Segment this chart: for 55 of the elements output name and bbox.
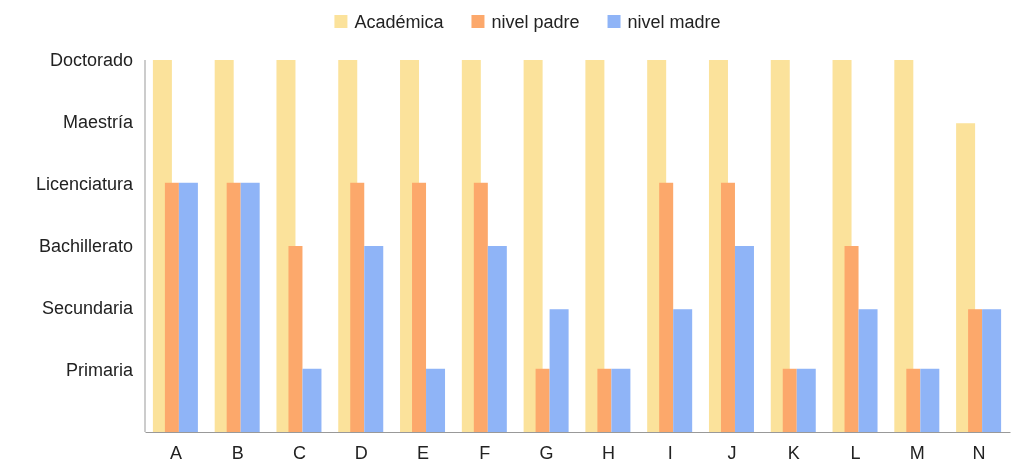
- text: Secundaria: [41, 298, 134, 319]
- bar: [906, 368, 921, 432]
- text: Doctorado: [49, 50, 133, 71]
- legend-label: nivel padre: [491, 12, 580, 33]
- bar: [412, 182, 427, 432]
- bar: [611, 368, 631, 432]
- x-tick-label: K: [787, 442, 800, 463]
- text: Bachillerato: [38, 236, 133, 257]
- bar: [673, 309, 693, 432]
- bar: [894, 60, 914, 432]
- bar: [523, 60, 543, 432]
- bar: [844, 246, 859, 432]
- bar: [350, 182, 365, 432]
- bar: [535, 368, 550, 432]
- bar: [968, 309, 983, 432]
- x-tick-label: L: [850, 442, 861, 463]
- x-tick-label: J: [727, 442, 737, 463]
- x-tick-label: M: [909, 442, 925, 463]
- bar: [164, 182, 179, 432]
- x-tick-label: B: [231, 442, 244, 463]
- legend-label: Académica: [354, 12, 445, 33]
- x-tick-label: F: [479, 442, 491, 463]
- bar: [659, 182, 674, 432]
- x-tick-label: D: [354, 442, 368, 463]
- bar: [734, 246, 754, 432]
- x-tick-label: G: [539, 442, 554, 463]
- bar: [597, 368, 612, 432]
- bar: [364, 246, 384, 432]
- bar: [720, 182, 735, 432]
- x-tick-label: I: [667, 442, 673, 463]
- bar: [920, 368, 940, 432]
- x-tick-label: A: [169, 442, 182, 463]
- bar: [549, 309, 569, 432]
- legend-label: nivel madre: [627, 12, 721, 33]
- x-tick-label: H: [601, 442, 615, 463]
- bar: [178, 182, 198, 432]
- x-tick-label: N: [972, 442, 986, 463]
- text: Maestría: [62, 112, 134, 133]
- bar: [782, 368, 797, 432]
- bar: [473, 182, 488, 432]
- bar: [426, 368, 446, 432]
- bar: [288, 246, 303, 432]
- bar: [982, 309, 1002, 432]
- bar: [796, 368, 816, 432]
- x-tick-label: C: [292, 442, 306, 463]
- text: Primaria: [65, 360, 134, 381]
- bar: [858, 309, 878, 432]
- x-tick-label: E: [417, 442, 430, 463]
- bar: [770, 60, 790, 432]
- bar: [302, 368, 322, 432]
- text: Licenciatura: [35, 174, 134, 195]
- bar: [226, 182, 241, 432]
- bar: [487, 246, 507, 432]
- bar: [240, 182, 260, 432]
- bar: [585, 60, 605, 432]
